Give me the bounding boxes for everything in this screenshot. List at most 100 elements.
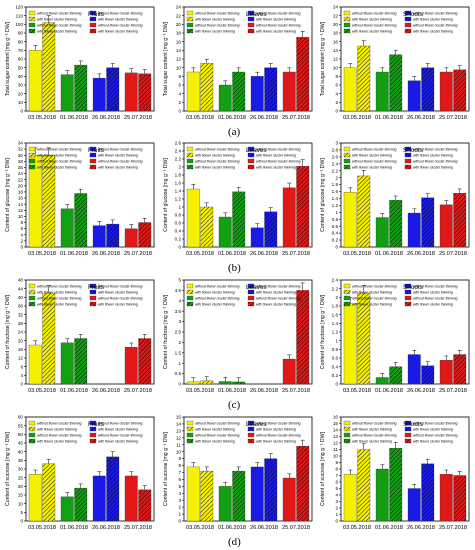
legend-swatch bbox=[186, 432, 194, 438]
y-tick-label: 2.6 bbox=[175, 141, 182, 146]
y-tick-label: 2 bbox=[178, 505, 181, 510]
legend-swatch-hatch bbox=[90, 17, 96, 21]
bar bbox=[92, 225, 106, 248]
bar bbox=[282, 358, 296, 385]
legend-label: without flower cluster thinning bbox=[352, 11, 397, 15]
y-tick-label: 1 bbox=[335, 210, 338, 215]
y-tick-label: 24 bbox=[176, 5, 182, 10]
y-tick-label: 20 bbox=[18, 183, 24, 188]
y-tick-label: 1.6 bbox=[332, 189, 339, 194]
y-tick-label: 4 bbox=[20, 232, 23, 237]
legend-swatch-hatch bbox=[405, 153, 411, 157]
y-tick-label: 0 bbox=[20, 109, 23, 114]
y-axis-label: Content of sucrose [mg g⁻¹ DW] bbox=[5, 431, 11, 506]
x-tick-label: 01.06.2018 bbox=[218, 388, 246, 394]
x-tick-label: 26.06.2018 bbox=[92, 388, 120, 394]
y-tick-label: 12 bbox=[333, 57, 339, 62]
bar bbox=[343, 303, 357, 385]
y-tick-label: 35 bbox=[18, 458, 24, 463]
chart-title: Fruits bbox=[88, 11, 104, 18]
legend-swatch bbox=[28, 420, 36, 426]
x-tick-label: 25.07.2018 bbox=[124, 251, 152, 257]
y-tick-label: 8 bbox=[335, 74, 338, 79]
legend-label: without flower cluster thinning bbox=[413, 421, 458, 425]
legend-swatch-hatch bbox=[248, 302, 254, 306]
y-tick-label: 13 bbox=[176, 428, 182, 433]
legend-swatch bbox=[28, 22, 36, 28]
bar-hatch bbox=[296, 37, 309, 112]
bar-hatch bbox=[42, 155, 55, 247]
y-tick-label: 22 bbox=[176, 13, 182, 18]
legend-label: without flower cluster thinning bbox=[256, 147, 301, 151]
y-tick-label: 110 bbox=[16, 13, 24, 18]
x-tick-label: 01.06.2018 bbox=[218, 251, 246, 257]
legend-swatch bbox=[28, 158, 36, 164]
bar bbox=[375, 468, 389, 522]
legend-swatch-hatch bbox=[405, 17, 411, 21]
y-tick-label: 15 bbox=[18, 493, 24, 498]
bar-hatch bbox=[74, 193, 87, 247]
x-tick-label: 01.06.2018 bbox=[60, 115, 88, 121]
legend-label: without flower cluster thinning bbox=[195, 23, 240, 27]
legend-swatch-hatch bbox=[187, 427, 193, 431]
legend-label: without flower cluster thinning bbox=[256, 421, 301, 425]
legend-swatch bbox=[247, 158, 255, 164]
y-tick-label: 2.4 bbox=[332, 161, 339, 166]
y-tick-label: 0 bbox=[178, 109, 181, 114]
y-tick-label: 3.5 bbox=[175, 309, 182, 314]
y-tick-label: 8 bbox=[178, 463, 181, 468]
bar-hatch bbox=[264, 458, 277, 521]
legend-label: without flower cluster thinning bbox=[195, 147, 240, 151]
legend-swatch bbox=[186, 295, 194, 301]
bar-hatch bbox=[421, 197, 434, 247]
y-tick-label: 80 bbox=[18, 39, 24, 44]
panel-label-a: (a) bbox=[228, 126, 241, 138]
legend-label: without flower cluster thinning bbox=[98, 421, 143, 425]
x-tick-label: 01.06.2018 bbox=[375, 388, 403, 394]
bar bbox=[218, 381, 232, 385]
y-tick-label: 12 bbox=[176, 57, 182, 62]
bar bbox=[250, 76, 264, 112]
legend-swatch bbox=[404, 158, 412, 164]
y-tick-label: 15 bbox=[176, 415, 182, 420]
legend-swatch-hatch bbox=[248, 17, 254, 21]
legend-swatch bbox=[404, 295, 412, 301]
x-tick-label: 01.06.2018 bbox=[60, 525, 88, 531]
legend-swatch bbox=[28, 10, 36, 16]
y-tick-label: 12 bbox=[333, 441, 339, 446]
x-tick-label: 03.05.2018 bbox=[343, 388, 371, 394]
y-tick-label: 3 bbox=[335, 141, 338, 146]
x-tick-label: 25.07.2018 bbox=[282, 115, 310, 121]
y-tick-label: 24 bbox=[333, 5, 339, 10]
y-tick-label: 0.2 bbox=[175, 237, 182, 242]
x-tick-label: 03.05.2018 bbox=[28, 525, 56, 531]
y-tick-label: 1.5 bbox=[175, 350, 182, 355]
bar bbox=[218, 84, 232, 112]
y-tick-label: 0.5 bbox=[175, 371, 182, 376]
legend-label: without flower cluster thinning bbox=[413, 433, 458, 437]
bar bbox=[282, 187, 296, 248]
legend-label: without flower cluster thinning bbox=[195, 421, 240, 425]
legend-label: with flower cluster thinning bbox=[195, 302, 235, 306]
legend-label: without flower cluster thinning bbox=[413, 11, 458, 15]
legend-label: with flower cluster thinning bbox=[37, 165, 77, 169]
bar bbox=[218, 216, 232, 248]
y-tick-label: 2.6 bbox=[332, 154, 339, 159]
legend-swatch-hatch bbox=[248, 153, 254, 157]
y-tick-label: 44 bbox=[18, 286, 24, 291]
legend-swatch bbox=[404, 420, 412, 426]
x-tick-label: 25.07.2018 bbox=[439, 115, 467, 121]
bar-hatch bbox=[389, 366, 402, 384]
y-tick-label: 40 bbox=[18, 449, 24, 454]
x-tick-label: 26.06.2018 bbox=[92, 115, 120, 121]
y-tick-label: 0 bbox=[335, 519, 338, 524]
legend-swatch bbox=[186, 10, 194, 16]
y-tick-label: 1.2 bbox=[332, 203, 339, 208]
y-tick-label: 1 bbox=[335, 338, 338, 343]
legend-swatch-hatch bbox=[405, 29, 411, 33]
legend-label: without flower cluster thinning bbox=[195, 433, 240, 437]
y-tick-label: 2.5 bbox=[175, 330, 182, 335]
legend-swatch-hatch bbox=[248, 439, 254, 443]
